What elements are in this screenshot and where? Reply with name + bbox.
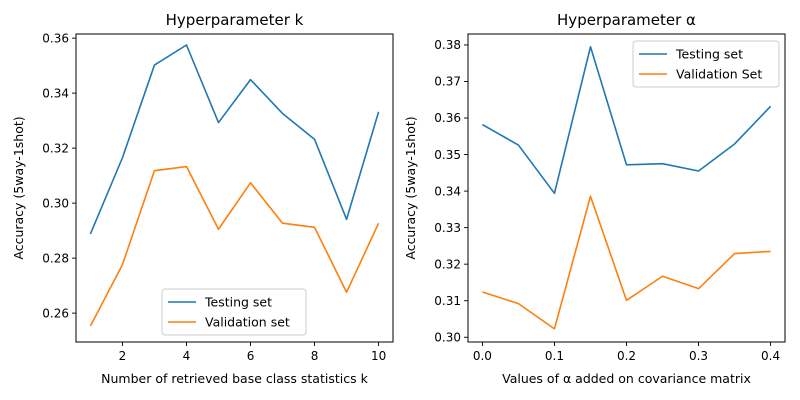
y-tick-label: 0.34: [434, 184, 461, 198]
y-tick-label: 0.34: [42, 86, 69, 100]
legend-entry: Validation Set: [676, 67, 762, 82]
y-tick-label: 0.33: [434, 221, 461, 235]
y-tick-label: 0.36: [42, 31, 69, 45]
x-tick-label: 0.3: [689, 349, 708, 363]
series-line-testing: [482, 45, 772, 195]
legend-box: [161, 288, 307, 336]
chart-title: Hyperparameter k: [166, 11, 304, 29]
series-line-testing: [89, 44, 380, 235]
legend-entry: Validation set: [205, 315, 290, 330]
series-layer: [482, 45, 772, 330]
chart-title: Hyperparameter α: [557, 11, 696, 29]
y-tick-label: 0.31: [434, 294, 461, 308]
x-axis-label: Values of α added on covariance matrix: [502, 371, 751, 386]
y-tick-label: 0.38: [434, 38, 461, 52]
ticks-layer: 0.0 0.1 0.2 0.3 0.4 0.30 0.31 0.32 0.33 0.34 0.35 0…: [434, 38, 780, 363]
legend: Testing set Validation Set: [632, 40, 780, 88]
legend-entry: Testing set: [675, 47, 743, 62]
x-tick-label: 0.1: [545, 349, 564, 363]
x-tick-label: 4: [183, 349, 191, 363]
y-tick-label: 0.32: [42, 141, 69, 155]
x-tick-label: 10: [371, 349, 386, 363]
y-tick-label: 0.32: [434, 257, 461, 271]
plot-frame: [75, 33, 394, 343]
y-tick-label: 0.35: [434, 148, 461, 162]
x-tick-label: 0.2: [617, 349, 636, 363]
x-tick-label: 2: [119, 349, 127, 363]
y-tick-label: 0.30: [42, 196, 69, 210]
y-tick-label: 0.30: [434, 330, 461, 344]
legend-entry: Testing set: [204, 295, 272, 310]
x-tick-label: 0.4: [761, 349, 780, 363]
chart-hyperparameter-k: Hyperparameter k Number of retrieved bas…: [11, 11, 394, 386]
chart-hyperparameter-alpha: Hyperparameter α Values of α added on co…: [403, 11, 786, 386]
y-axis-label: Accuracy (5way-1shot): [11, 116, 26, 259]
x-axis-label: Number of retrieved base class statistic…: [101, 371, 368, 386]
series-layer: [89, 44, 380, 327]
y-axis-label: Accuracy (5way-1shot): [403, 116, 418, 259]
legend: Testing set Validation set: [161, 288, 307, 336]
ticks-layer: 2 4 6 8 10 0.26 0.28 0.30 0.32 0.34 0.36: [42, 31, 386, 363]
x-tick-label: 0.0: [473, 349, 492, 363]
series-line-validation: [89, 165, 380, 327]
series-line-validation: [482, 195, 771, 330]
x-tick-label: 6: [247, 349, 255, 363]
y-tick-label: 0.26: [42, 306, 69, 320]
y-tick-label: 0.36: [434, 111, 461, 125]
legend-box: [632, 40, 780, 88]
plot-frame: [467, 33, 786, 343]
y-tick-label: 0.37: [434, 75, 461, 89]
y-tick-label: 0.28: [42, 251, 69, 265]
x-tick-label: 8: [311, 349, 319, 363]
